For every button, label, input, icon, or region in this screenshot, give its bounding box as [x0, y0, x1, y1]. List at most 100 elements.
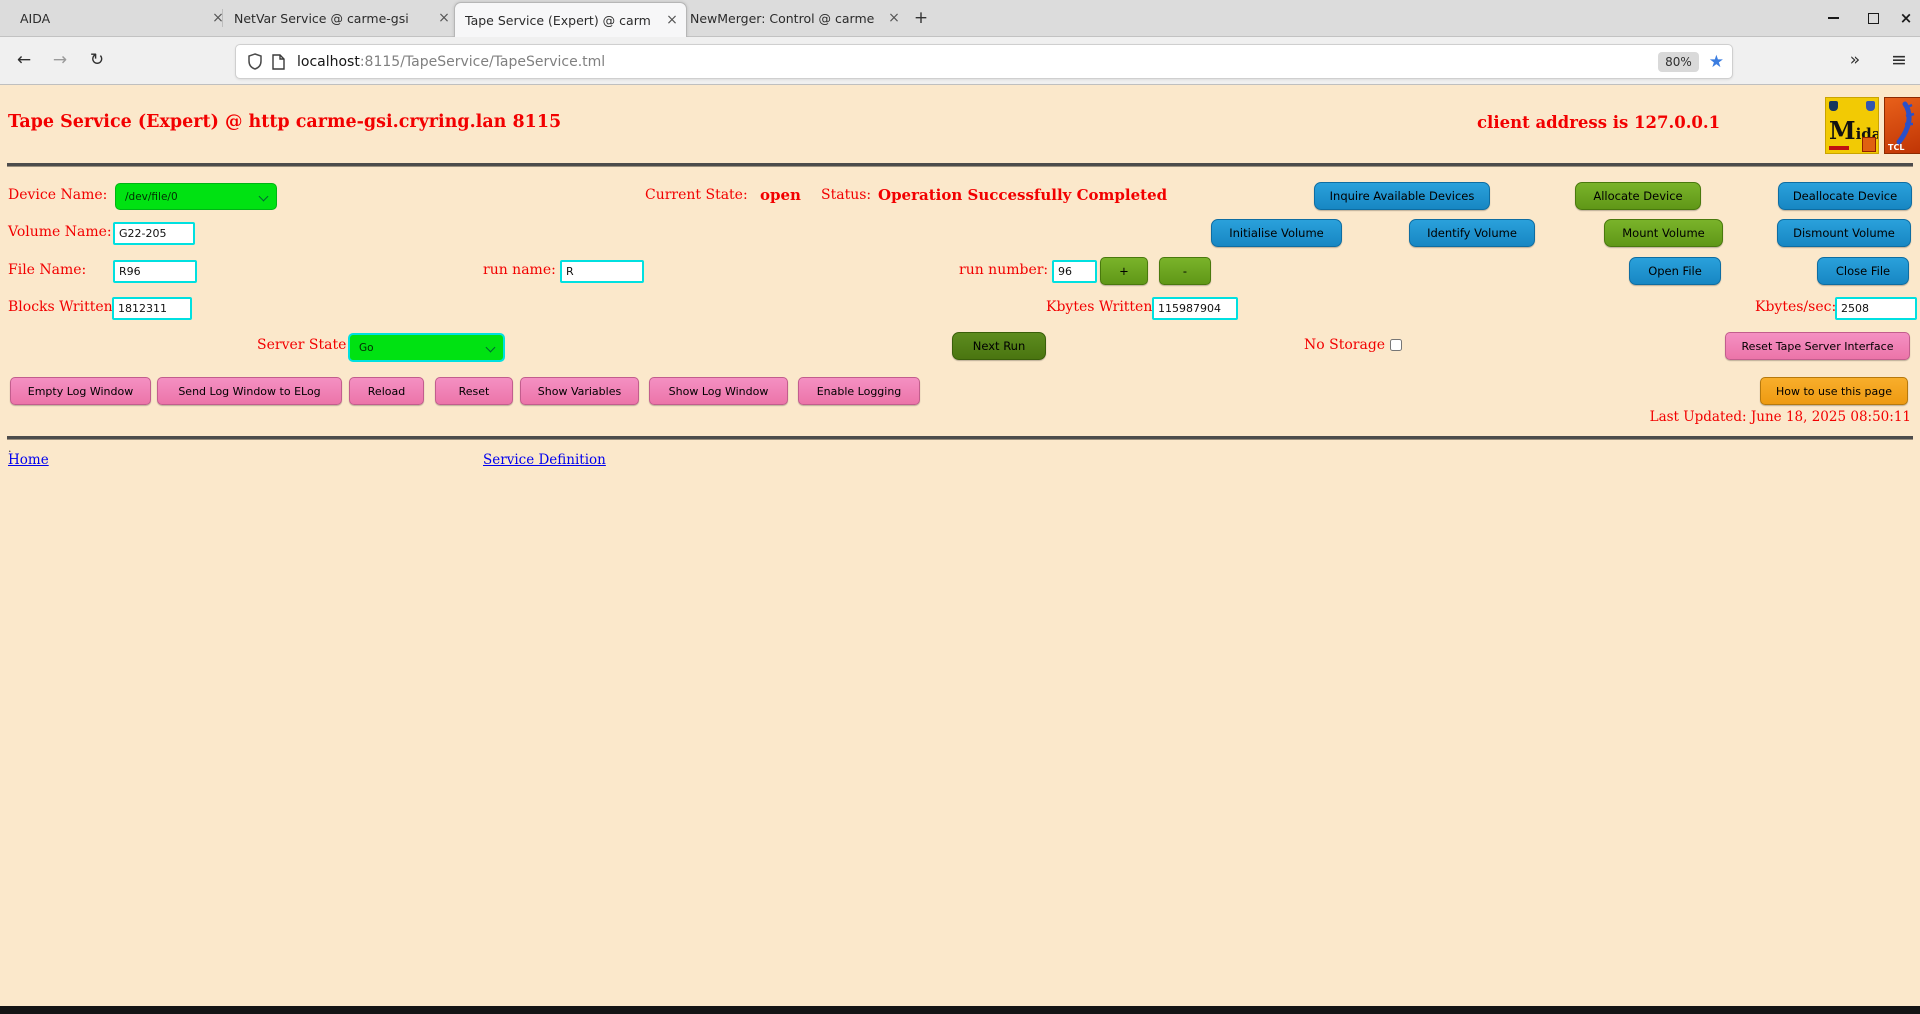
close-tab-icon[interactable]: ×: [888, 10, 900, 26]
enable-logging-button[interactable]: Enable Logging: [798, 377, 920, 405]
url-bar-right: 80% ★: [1658, 45, 1724, 78]
run-number-decrement-button[interactable]: -: [1159, 257, 1211, 285]
midas-mini-logo: [1862, 137, 1876, 152]
run-name-input[interactable]: [560, 260, 644, 283]
midas-powered-strip: [1829, 146, 1849, 150]
server-state-select[interactable]: Go: [348, 333, 505, 362]
stray-dot-text: .: [8, 442, 12, 455]
page-info-icon[interactable]: [272, 53, 285, 70]
bookmark-star-icon[interactable]: ★: [1708, 51, 1724, 72]
inquire-available-devices-button[interactable]: Inquire Available Devices: [1314, 182, 1490, 210]
window-close-button[interactable]: ×: [1899, 9, 1913, 27]
empty-log-window-button[interactable]: Empty Log Window: [10, 377, 151, 405]
reload-button[interactable]: ↻: [89, 50, 105, 70]
chevron-down-icon: [258, 191, 269, 202]
status-value: Operation Successfully Completed: [878, 186, 1168, 204]
url-bar[interactable]: localhost:8115/TapeService/TapeService.t…: [235, 44, 1733, 79]
close-tab-icon[interactable]: ×: [666, 12, 678, 28]
maximize-button[interactable]: [1856, 0, 1890, 36]
kbytes-per-sec-label: Kbytes/sec:: [1755, 299, 1837, 315]
blocks-written-label: Blocks Written:: [8, 299, 118, 315]
next-run-button[interactable]: Next Run: [952, 332, 1046, 360]
tab-title: AIDA: [20, 10, 51, 26]
chevron-down-icon: [485, 342, 496, 353]
send-log-window-to-elog-button[interactable]: Send Log Window to ELog: [157, 377, 342, 405]
url-host: localhost: [297, 53, 360, 70]
blocks-written-input[interactable]: [112, 297, 192, 320]
deallocate-device-button[interactable]: Deallocate Device: [1778, 182, 1912, 210]
run-name-label: run name:: [483, 262, 556, 278]
page-title: Tape Service (Expert) @ http carme-gsi.c…: [8, 112, 562, 132]
client-address-text: client address is 127.0.0.1: [1477, 113, 1721, 132]
no-storage-label: No Storage: [1304, 337, 1386, 353]
forward-button[interactable]: →: [52, 50, 68, 70]
reset-tape-server-interface-button[interactable]: Reset Tape Server Interface: [1725, 332, 1910, 360]
tab-netvar[interactable]: NetVar Service @ carme-gsi ×: [226, 0, 456, 36]
run-number-increment-button[interactable]: +: [1100, 257, 1148, 285]
file-row: File Name: run name: run number: + - Ope…: [0, 257, 1920, 287]
tab-separator: [222, 9, 223, 27]
tab-newmerger[interactable]: NewMerger: Control @ carme ×: [682, 0, 906, 36]
divider: [7, 163, 1913, 167]
show-variables-button[interactable]: Show Variables: [520, 377, 639, 405]
reload-page-button[interactable]: Reload: [349, 377, 424, 405]
file-name-input[interactable]: [113, 260, 197, 283]
url-text: localhost:8115/TapeService/TapeService.t…: [297, 54, 605, 70]
tab-bar: AIDA × NetVar Service @ carme-gsi × Tape…: [0, 0, 1920, 37]
run-number-label: run number:: [959, 262, 1049, 278]
kbytes-written-input[interactable]: [1152, 297, 1238, 320]
log-buttons-row: Empty Log Window Send Log Window to ELog…: [0, 377, 1920, 407]
divider: [7, 436, 1913, 440]
tab-tape-service-active[interactable]: Tape Service (Expert) @ carm ×: [454, 2, 687, 37]
device-name-value: /dev/file/0: [125, 190, 178, 203]
volume-name-input[interactable]: [113, 222, 195, 245]
maximize-icon: [1867, 12, 1879, 24]
show-log-window-button[interactable]: Show Log Window: [649, 377, 788, 405]
minimize-icon: [1827, 17, 1839, 19]
mount-volume-button[interactable]: Mount Volume: [1604, 219, 1723, 247]
identify-volume-button[interactable]: Identify Volume: [1409, 219, 1535, 247]
server-state-value: Go: [359, 341, 374, 354]
new-tab-button[interactable]: +: [913, 8, 929, 28]
initialise-volume-button[interactable]: Initialise Volume: [1211, 219, 1342, 247]
status-label: Status:: [821, 187, 872, 203]
last-updated-text: Last Updated: June 18, 2025 08:50:11: [1649, 409, 1911, 425]
device-row: Device Name: /dev/file/0 Current State: …: [0, 182, 1920, 212]
shield-icon[interactable]: [247, 53, 263, 70]
server-state-row: Server State Go Next Run No Storage Rese…: [0, 332, 1920, 362]
open-file-button[interactable]: Open File: [1629, 257, 1721, 285]
tab-title: Tape Service (Expert) @ carm: [465, 12, 651, 28]
midas-logo[interactable]: Midas: [1825, 97, 1879, 154]
hamburger-menu-icon[interactable]: ≡: [1891, 49, 1907, 71]
file-name-label: File Name:: [8, 262, 87, 278]
kbytes-written-label: Kbytes Written:: [1046, 299, 1158, 315]
how-to-use-this-page-button[interactable]: How to use this page: [1760, 377, 1908, 405]
tcl-logo-text: TCL: [1888, 143, 1905, 152]
tcl-logo[interactable]: TCL: [1884, 97, 1920, 154]
back-button[interactable]: ←: [16, 50, 32, 70]
no-storage-checkbox[interactable]: [1390, 339, 1402, 351]
run-number-input[interactable]: [1052, 260, 1097, 283]
window-bottom-edge: [0, 1006, 1920, 1014]
zoom-level-badge[interactable]: 80%: [1658, 51, 1699, 72]
midas-shield-icon: [1829, 101, 1838, 111]
service-definition-link[interactable]: Service Definition: [483, 452, 606, 468]
allocate-device-button[interactable]: Allocate Device: [1575, 182, 1701, 210]
tab-aida[interactable]: AIDA ×: [4, 0, 232, 36]
close-file-button[interactable]: Close File: [1817, 257, 1909, 285]
tcl-feather-icon: [1896, 101, 1915, 145]
overflow-menu-icon[interactable]: »: [1849, 50, 1861, 70]
minimize-button[interactable]: [1816, 0, 1850, 36]
home-link[interactable]: Home: [8, 452, 49, 468]
close-tab-icon[interactable]: ×: [212, 10, 224, 26]
tab-title: NetVar Service @ carme-gsi: [234, 10, 409, 26]
current-state-label: Current State:: [645, 187, 748, 203]
close-tab-icon[interactable]: ×: [438, 10, 450, 26]
reset-button[interactable]: Reset: [435, 377, 513, 405]
tab-title: NewMerger: Control @ carme: [690, 10, 875, 26]
midas-shield-icon: [1866, 101, 1875, 111]
device-name-select[interactable]: /dev/file/0: [115, 183, 277, 210]
url-path: :8115/TapeService/TapeService.tml: [359, 53, 606, 70]
kbytes-per-sec-input[interactable]: [1835, 297, 1917, 320]
dismount-volume-button[interactable]: Dismount Volume: [1777, 219, 1911, 247]
